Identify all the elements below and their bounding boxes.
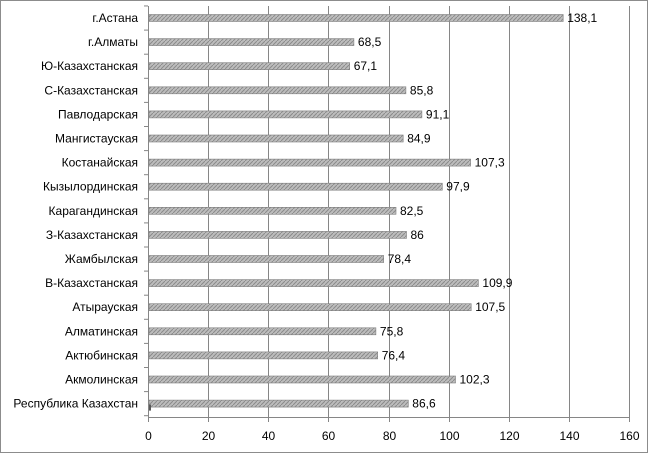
data-label: 68,5	[358, 35, 382, 49]
x-tick-label: 120	[499, 429, 519, 443]
data-label: 78,4	[388, 252, 412, 266]
x-tick-label: 0	[145, 429, 152, 443]
category-label: З-Казахстанская	[46, 228, 138, 242]
category-label: Кызылординская	[43, 180, 138, 194]
bar	[148, 303, 472, 312]
bar	[148, 158, 471, 167]
bar	[148, 110, 423, 119]
data-label: 109,9	[482, 276, 512, 290]
bar	[148, 327, 377, 336]
bar	[148, 399, 409, 408]
category-label: Костанайская	[62, 156, 138, 170]
data-label: 67,1	[354, 59, 378, 73]
data-label: 107,5	[475, 300, 505, 314]
data-label: 84,9	[407, 132, 431, 146]
bar	[148, 279, 479, 287]
bar	[148, 62, 350, 71]
data-label: 97,9	[446, 180, 470, 194]
x-tick-label: 80	[383, 429, 397, 443]
data-label: 86	[411, 228, 425, 242]
axes	[144, 5, 630, 422]
bar	[148, 231, 407, 239]
data-label: 82,5	[400, 204, 424, 218]
category-label: Ю-Казахстанская	[41, 59, 138, 73]
category-label: Алматинская	[65, 324, 138, 338]
x-tick-label: 20	[202, 429, 216, 443]
bar	[148, 207, 397, 215]
bar	[148, 86, 407, 95]
data-label: 107,3	[475, 156, 505, 170]
x-tick-label: 140	[559, 429, 579, 443]
data-label: 138,1	[567, 11, 597, 25]
data-label: 102,3	[460, 373, 490, 387]
category-label: Атырауская	[72, 300, 138, 314]
category-label: Акмолинская	[65, 373, 138, 387]
category-label: г.Астана	[92, 11, 138, 25]
data-label: 91,1	[426, 107, 450, 121]
data-label: 76,4	[382, 348, 406, 362]
bar	[148, 14, 564, 22]
category-label: Жамбылская	[65, 252, 138, 266]
category-label: В-Казахстанская	[45, 276, 138, 290]
category-label: С-Казахстанская	[44, 83, 138, 97]
category-label: Мангистауская	[55, 132, 138, 146]
x-tick-label: 160	[619, 429, 639, 443]
category-label: Карагандинская	[49, 204, 138, 218]
bar	[148, 375, 456, 384]
bar	[148, 182, 443, 191]
x-tick-label: 40	[262, 429, 276, 443]
data-label: 86,6	[412, 397, 436, 411]
bar	[148, 351, 378, 360]
category-label: Республика Казахстан	[13, 397, 138, 411]
bar	[148, 134, 404, 143]
bar	[148, 38, 355, 46]
data-label: 75,8	[380, 324, 404, 338]
labels: 0 20 40 60 80 100 120 140 160 г.Астана 138,1 г.Алма…	[13, 11, 639, 443]
category-label: г.Алматы	[88, 35, 138, 49]
category-label: Павлодарская	[58, 107, 138, 121]
category-label: Актюбинская	[65, 348, 138, 362]
secondary-marker-bar	[149, 404, 151, 411]
data-label: 85,8	[410, 83, 434, 97]
bar	[148, 255, 384, 263]
bars	[148, 14, 564, 411]
x-tick-label: 100	[439, 429, 459, 443]
x-tick-label: 60	[322, 429, 336, 443]
